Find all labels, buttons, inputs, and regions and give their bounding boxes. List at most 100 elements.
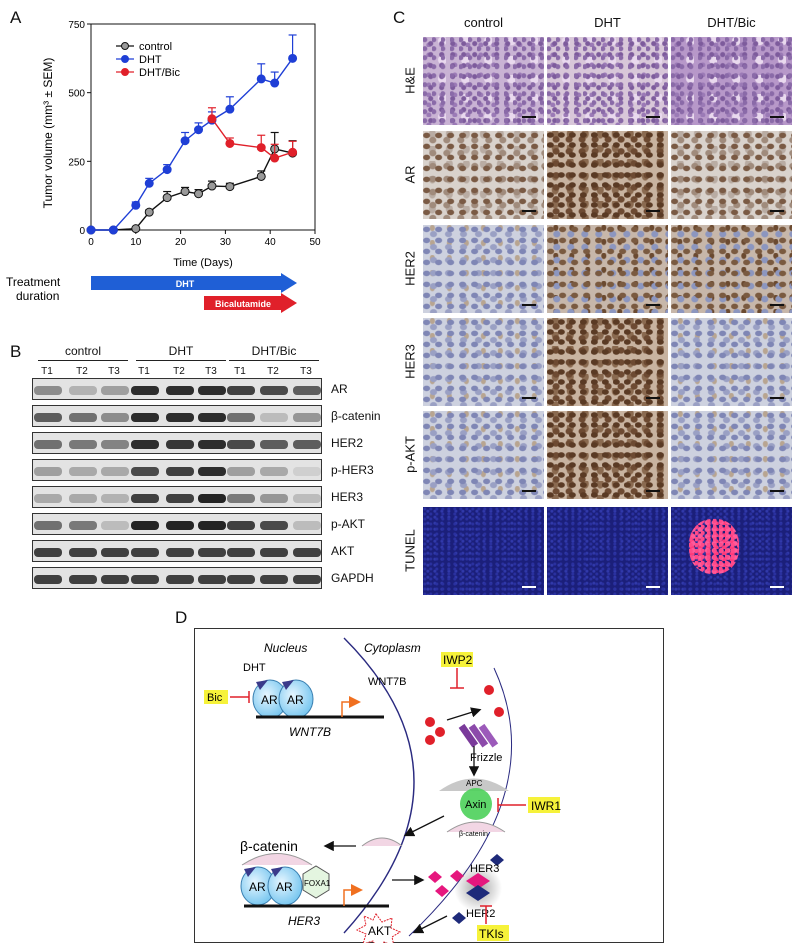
data-point [180,187,190,197]
group-underline-dht [136,360,226,361]
blot-band [166,440,194,449]
lane-label: T3 [108,366,120,377]
blot-band [131,521,159,530]
micrograph-tile [671,37,792,125]
group-label-dht-bic: DHT/Bic [251,344,297,358]
data-point [256,171,266,181]
blot-band [34,386,62,395]
micrograph-image [423,37,544,125]
blot-band [198,386,226,395]
dht-duration-arrow [91,273,297,293]
blot-band [131,575,159,584]
iwr1-label: IWR1 [531,799,561,813]
micrograph-image [423,411,544,499]
blot-band [260,521,288,530]
data-point [162,193,172,203]
x-tick-label: 0 [88,237,94,248]
lane-label: T1 [41,366,53,377]
data-point [225,104,235,114]
blot-band [166,467,194,476]
micrograph-tile [423,131,544,219]
bicalutamide-arrow-label: Bicalutamide [215,299,271,309]
series-dht-bic [207,107,298,163]
x-tick-label: 20 [175,237,187,248]
lane-label: T1 [138,366,150,377]
blot-band [227,386,255,395]
micrograph-image [547,411,668,499]
blot-band [198,548,226,557]
blot-band [260,386,288,395]
lane-label: T2 [76,366,88,377]
micrograph-image [547,37,668,125]
micrograph-tile [423,37,544,125]
blot-band [34,413,62,422]
wnt-secretion-arrow [446,707,482,721]
data-point [131,224,141,234]
data-point [162,165,172,175]
legend-label: DHT [139,54,162,66]
iwp2-label: IWP2 [443,653,473,667]
apc-protein [439,778,509,791]
blot-her2 [32,432,322,454]
chart-series [86,34,298,235]
blot-band [227,548,255,557]
data-point [207,114,217,124]
legend-marker [121,55,129,63]
axin-glow [460,788,492,820]
blot-band [198,413,226,422]
blot-band [227,440,255,449]
data-point [194,125,204,135]
wnt7b-transcription-arrow [341,696,361,717]
blot-band [69,494,97,503]
dht-ligand-left [256,680,268,690]
row-label: HER2 [402,251,418,286]
blot-band [293,440,321,449]
frizzle-receptor [458,723,499,748]
tkis-label-bg [477,925,509,941]
scale-bar [770,586,784,588]
row-label: TUNEL [402,529,418,572]
y-axis-label: Tumor volume (mm³ ± SEM) [41,58,55,209]
akt-label: AKT [368,924,392,938]
blot-label: HER2 [331,436,364,450]
blot-band [34,467,62,476]
blot-band [69,413,97,422]
ar-label-right: AR [287,693,304,707]
data-point [180,136,190,146]
blot-band [293,494,321,503]
blot-band [166,413,194,422]
blot-band [166,548,194,557]
data-point [270,153,280,163]
blot-band [293,521,321,530]
blot-band [101,467,129,476]
series-dht [86,34,298,235]
blot-band [131,548,159,557]
blot-label: AKT [331,544,355,558]
blot-band [34,494,62,503]
blot-band [166,386,194,395]
micrograph-tile [671,225,792,313]
pathway-diagram-frame [194,628,664,943]
wnt-ligand-dot [425,717,435,727]
blot-label: p-AKT [331,517,366,531]
lane-label: T3 [300,366,312,377]
scale-bar [770,116,784,118]
blot-band [166,575,194,584]
axin-label: Axin [465,799,486,811]
wnt7b-gene-label: WNT7B [289,725,331,739]
data-point [207,181,217,191]
row-label: HER3 [402,344,418,379]
data-point [270,78,280,88]
pathway-diagram: Nucleus Cytoplasm DHT AR AR Bic WNT7B WN… [204,637,561,943]
blot-band [69,440,97,449]
her2-receptor [466,885,490,901]
micrograph-tile [671,131,792,219]
blot-band [260,467,288,476]
her3-protein-label: HER3 [470,863,499,875]
column-label: DHT [594,15,621,30]
data-point [86,225,96,235]
micrograph-image [423,318,544,406]
